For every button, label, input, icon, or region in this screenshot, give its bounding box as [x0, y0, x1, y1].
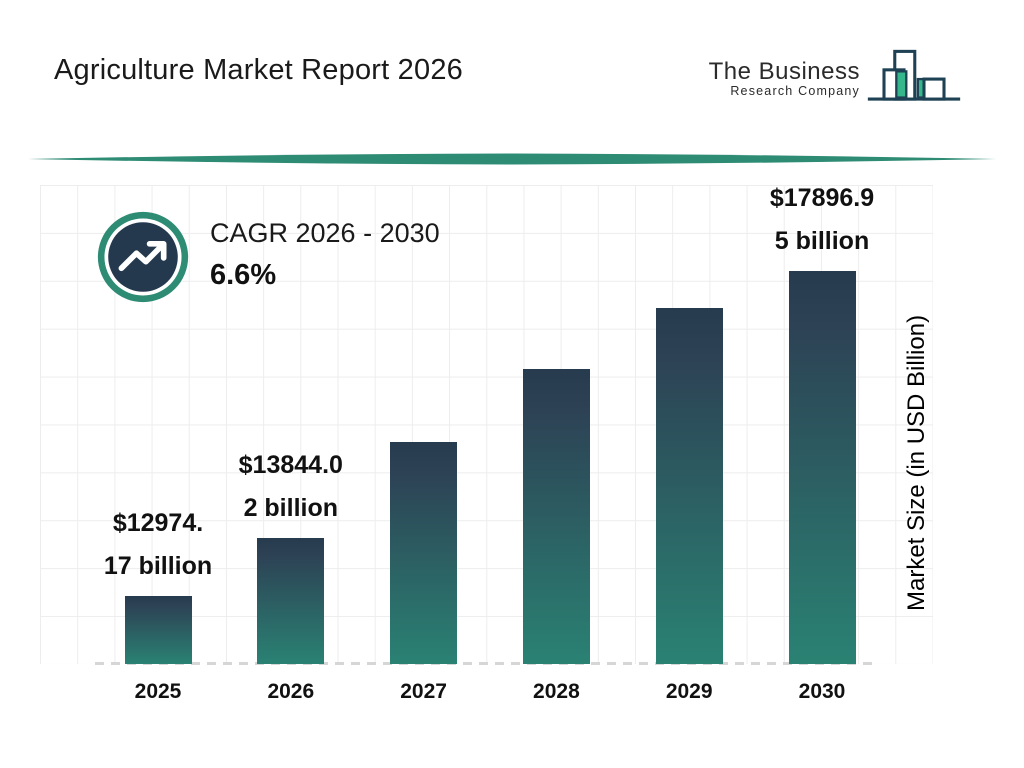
page-title: Agriculture Market Report 2026 — [54, 54, 463, 86]
x-axis-label-2026: 2026 — [267, 680, 315, 703]
trending-up-icon — [96, 211, 190, 308]
x-axis-baseline — [95, 662, 875, 665]
cagr-text-block: CAGR 2026 - 2030 6.6% — [210, 218, 440, 292]
header-divider — [28, 153, 996, 165]
bar-2026 — [257, 538, 325, 664]
x-axis-label-2029: 2029 — [665, 680, 713, 703]
cagr-value: 6.6% — [210, 259, 277, 291]
bar-value-label-2025: $12974. 17 billion — [103, 509, 213, 580]
bar-chart-logo-icon — [864, 40, 964, 117]
bar-value-label-2026: $13844.0 2 billion — [238, 451, 343, 522]
company-logo: The Business Research Company — [709, 40, 964, 117]
cagr-badge — [96, 210, 190, 304]
x-axis-label-2030: 2030 — [798, 680, 846, 703]
cagr-label: CAGR 2026 - 2030 — [210, 218, 440, 248]
x-axis-label-2028: 2028 — [533, 680, 580, 703]
x-axis-label-2025: 2025 — [134, 680, 182, 703]
bar-2029 — [655, 308, 723, 664]
logo-text-line2: Research Company — [730, 83, 860, 98]
bar-2025 — [124, 596, 192, 664]
bar-2028 — [522, 369, 590, 664]
bar-2030 — [788, 271, 856, 664]
logo-text-line1: The Business — [708, 58, 860, 86]
chart-plot-area — [40, 185, 933, 664]
bar-value-label-2030: $17896.9 5 billion — [769, 184, 875, 255]
logo-text: The Business Research Company — [709, 59, 860, 97]
x-axis-label-2027: 2027 — [400, 680, 447, 703]
bar-2027 — [390, 442, 458, 664]
y-axis-title: Market Size (in USD Billion) — [903, 314, 930, 612]
